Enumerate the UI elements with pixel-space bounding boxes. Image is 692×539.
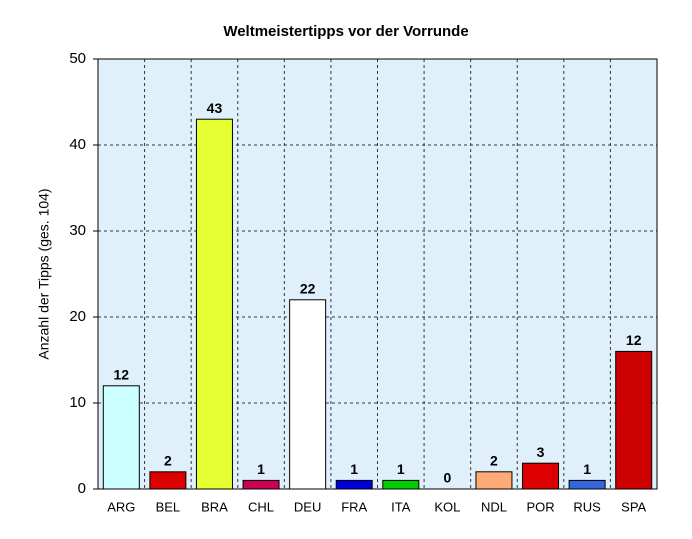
x-tick-label: SPA: [621, 499, 646, 514]
y-tick-label: 0: [78, 480, 86, 497]
value-label: 3: [537, 444, 545, 460]
x-tick-label: RUS: [573, 499, 601, 514]
plot-border: [97, 58, 658, 490]
x-tick-label: ITA: [391, 499, 411, 514]
value-label: 12: [114, 367, 130, 383]
x-tick-label: BRA: [201, 499, 228, 514]
x-tick-label: BEL: [156, 499, 181, 514]
value-label: 2: [490, 453, 498, 469]
value-label: 1: [397, 461, 405, 477]
y-axis-label: Anzahl der Tipps (ges. 104): [36, 188, 52, 359]
y-tick-label: 40: [69, 136, 86, 153]
value-label: 12: [626, 332, 642, 348]
value-label: 1: [257, 461, 265, 477]
x-tick-label: ARG: [107, 499, 135, 514]
chart-title: Weltmeistertipps vor der Vorrunde: [223, 23, 468, 40]
x-tick-label: NDL: [481, 499, 507, 514]
bar: [382, 479, 420, 490]
x-tick-label: CHL: [248, 499, 274, 514]
value-label: 43: [207, 100, 223, 116]
bar: [242, 479, 280, 490]
value-label: 22: [300, 281, 316, 297]
y-tick-label: 10: [69, 394, 86, 411]
value-label: 0: [443, 470, 451, 486]
bar: [289, 299, 327, 490]
x-tick-label: DEU: [294, 499, 321, 514]
bar: [475, 471, 513, 490]
y-tick-label: 50: [69, 50, 86, 67]
bar: [568, 479, 606, 490]
bar: [149, 471, 187, 490]
bar: [195, 118, 233, 490]
x-tick-label: FRA: [341, 499, 367, 514]
x-tick-label: KOL: [434, 499, 460, 514]
value-label: 1: [583, 461, 591, 477]
bar: [335, 479, 373, 490]
bar: [615, 350, 653, 490]
value-label: 2: [164, 453, 172, 469]
y-tick-label: 30: [69, 222, 86, 239]
y-tick-label: 20: [69, 308, 86, 325]
bar: [102, 385, 140, 490]
x-tick-label: POR: [526, 499, 554, 514]
plot-area: [98, 59, 657, 489]
bar: [522, 462, 560, 490]
value-label: 1: [350, 461, 358, 477]
